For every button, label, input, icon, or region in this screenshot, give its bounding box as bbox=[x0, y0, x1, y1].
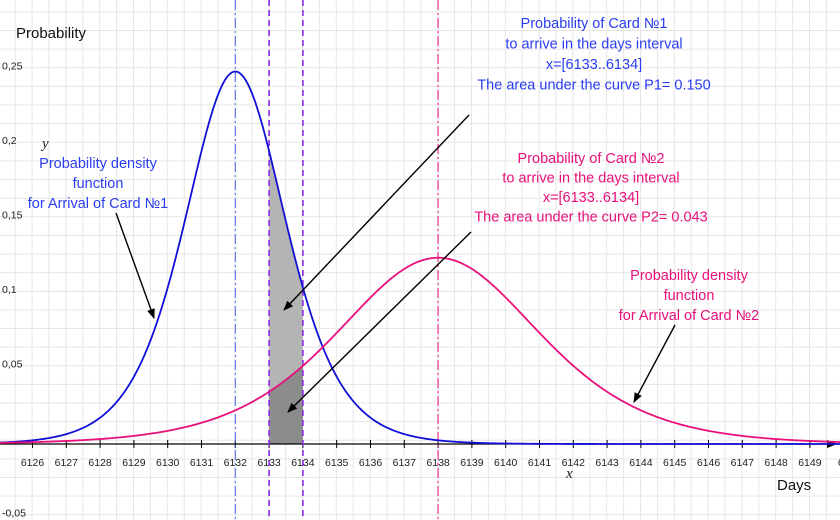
annotation-line: The area under the curve P2= 0.043 bbox=[474, 210, 707, 226]
arrow-card2-area bbox=[287, 231, 472, 413]
x-tick-label: 6143 bbox=[595, 457, 619, 469]
annotation-card1-area: Probability of Card №1 to arrive in the d… bbox=[477, 16, 710, 94]
annotation-card1-pdf: Probability density function for Arrival o… bbox=[28, 156, 168, 212]
x-tick-label: 6136 bbox=[359, 457, 383, 469]
y-tick-label: 0,1 bbox=[2, 284, 17, 296]
x-tick-label: 6135 bbox=[325, 457, 349, 469]
shaded-areas bbox=[269, 151, 303, 444]
annotation-line: to arrive in the days interval bbox=[505, 37, 682, 53]
x-tick-label: 6128 bbox=[88, 457, 112, 469]
x-tick-label: 6145 bbox=[663, 457, 687, 469]
density-curves bbox=[0, 70, 840, 445]
arrow-card1-area bbox=[283, 114, 470, 311]
x-tick-label: 6131 bbox=[190, 457, 214, 469]
x-tick-label: 6126 bbox=[21, 457, 45, 469]
annotation-line: The area under the curve P1= 0.150 bbox=[477, 78, 710, 94]
x-tick-label: 6129 bbox=[122, 457, 146, 469]
annotation-card2-pdf: Probability density function for Arrival o… bbox=[619, 268, 759, 324]
x-tick-label: 6142 bbox=[562, 457, 586, 469]
density-curve-card2 bbox=[0, 256, 840, 444]
y-axis-variable: y bbox=[40, 136, 49, 152]
shaded-area-card2 bbox=[269, 365, 303, 444]
x-tick-label: 6148 bbox=[764, 457, 788, 469]
annotation-line: Probability density bbox=[630, 268, 748, 284]
arrow-card2-pdf bbox=[633, 324, 676, 403]
y-axis-title: Probability bbox=[16, 25, 87, 42]
x-tick-label: 6144 bbox=[629, 457, 653, 469]
x-tick-label: 6146 bbox=[697, 457, 721, 469]
annotation-line: function bbox=[664, 288, 715, 304]
annotation-line: for Arrival of Card №1 bbox=[28, 196, 168, 212]
annotation-line: Probability density bbox=[39, 156, 157, 172]
annotation-card2-area: Probability of Card №2 to arrive in the d… bbox=[474, 151, 707, 226]
x-tick-label: 6139 bbox=[460, 457, 484, 469]
x-tick-label: 61 bbox=[838, 457, 840, 469]
x-tick-label: 6127 bbox=[55, 457, 79, 469]
annotation-arrows bbox=[115, 114, 676, 413]
y-tick-label: 0,05 bbox=[2, 359, 23, 371]
x-tick-label: 6130 bbox=[156, 457, 180, 469]
annotation-line: Probability of Card №2 bbox=[518, 151, 665, 167]
annotation-line: for Arrival of Card №2 bbox=[619, 308, 759, 324]
x-tick-label: 6141 bbox=[528, 457, 552, 469]
x-axis-variable: x bbox=[565, 466, 573, 482]
x-axis-title: Days bbox=[777, 477, 811, 494]
x-tick-label: 6137 bbox=[393, 457, 417, 469]
y-tick-label: 0,2 bbox=[2, 135, 17, 147]
y-tick-label: 0,15 bbox=[2, 210, 23, 222]
annotations: Probability of Card №1 to arrive in the d… bbox=[28, 16, 759, 324]
annotation-line: to arrive in the days interval bbox=[502, 171, 679, 187]
labels: Probability Days y x bbox=[16, 25, 811, 494]
annotation-line: x=[6133..6134] bbox=[543, 190, 639, 206]
arrow-card1-pdf bbox=[115, 212, 155, 319]
x-tick-label: 6149 bbox=[798, 457, 822, 469]
interval-lines bbox=[234, 0, 439, 520]
annotation-line: x=[6133..6134] bbox=[546, 57, 642, 73]
x-tick-label: 6147 bbox=[731, 457, 755, 469]
y-tick-label: 0,25 bbox=[2, 61, 23, 73]
y-tick-label: -0,05 bbox=[2, 508, 26, 520]
annotation-line: Probability of Card №1 bbox=[521, 16, 668, 32]
annotation-line: function bbox=[73, 176, 124, 192]
density-curve-card1 bbox=[0, 70, 840, 445]
x-tick-label: 6140 bbox=[494, 457, 518, 469]
shaded-area-card1 bbox=[269, 151, 303, 392]
